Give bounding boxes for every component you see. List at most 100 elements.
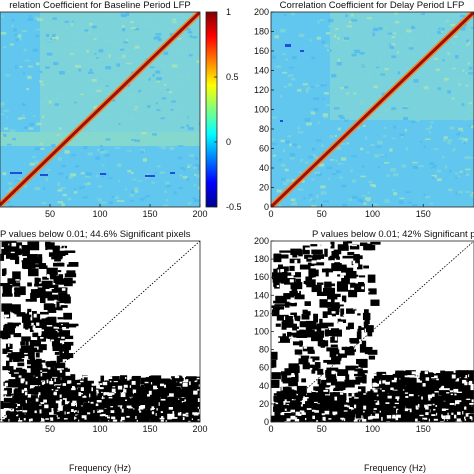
significant-region [400, 398, 410, 407]
heatmap-cell [291, 55, 297, 60]
heatmap-cell [384, 199, 390, 203]
heatmap-cell [161, 97, 167, 100]
y-tick-label: 40 [259, 381, 269, 391]
heatmap-cell [196, 136, 200, 138]
heatmap-cell [345, 44, 350, 48]
heatmap-cell [469, 194, 474, 198]
nonsignificant-speck [63, 246, 65, 250]
significant-region [295, 407, 308, 411]
significant-region [57, 376, 61, 382]
nonsignificant-speck [275, 337, 277, 341]
heatmap-cell [3, 110, 9, 112]
heatmap-cell [187, 127, 194, 131]
significant-region [4, 323, 16, 329]
significant-region [20, 345, 31, 354]
heatmap-cell [2, 46, 7, 48]
significant-region [466, 390, 474, 400]
significant-region [167, 421, 174, 422]
significant-region [329, 349, 340, 358]
nonsignificant-speck [323, 389, 329, 392]
nonsignificant-speck [471, 416, 473, 421]
significant-region [292, 249, 298, 258]
significant-region [367, 274, 376, 283]
heatmap-cell [78, 136, 84, 139]
significant-region [457, 371, 466, 378]
y-tick-label: 120 [254, 85, 269, 95]
heatmap-cell [44, 95, 49, 99]
significant-region [43, 303, 54, 310]
heatmap-cell [451, 149, 455, 152]
significant-region [118, 387, 128, 390]
significant-region [43, 322, 47, 328]
heatmap-cell [453, 147, 456, 151]
significant-region [101, 399, 112, 408]
significant-region [289, 365, 300, 374]
heatmap-cell [3, 127, 9, 130]
significant-region [271, 379, 280, 388]
nonsignificant-speck [349, 342, 351, 346]
nonsignificant-speck [39, 329, 45, 332]
heatmap-cell [34, 16, 40, 20]
significant-region [341, 410, 353, 415]
nonsignificant-speck [315, 311, 319, 314]
significant-region [276, 391, 280, 398]
heatmap-cell [130, 139, 136, 141]
heatmap-cell [460, 14, 466, 18]
heatmap-cell [322, 98, 325, 100]
heatmap-cell [165, 199, 169, 202]
y-tick-label: 180 [254, 254, 269, 264]
nonsignificant-speck [372, 387, 375, 391]
heatmap-cell [55, 36, 59, 40]
significant-region [435, 373, 442, 381]
significant-region [446, 390, 450, 399]
heatmap-cell [41, 201, 47, 205]
nonsignificant-speck [375, 402, 380, 405]
nonsignificant-speck [431, 377, 435, 379]
heatmap-cell [166, 184, 172, 188]
significant-region [30, 399, 36, 405]
heatmap-cell [271, 143, 278, 145]
significant-region [275, 323, 281, 327]
significant-region [177, 379, 182, 386]
heatmap-cell [459, 170, 463, 173]
significant-region [47, 369, 52, 377]
heatmap-cell [186, 124, 189, 128]
heatmap-cell [457, 132, 461, 135]
heatmap-cell [467, 62, 471, 65]
heatmap-cell [315, 139, 322, 142]
significant-region [34, 261, 43, 264]
significant-region [304, 301, 311, 306]
nonsignificant-speck [358, 320, 362, 325]
heatmap-cell [341, 157, 347, 161]
significant-region [12, 282, 21, 287]
heatmap-cell [453, 35, 458, 38]
negative-spot [145, 175, 155, 177]
heatmap-cell [192, 36, 198, 39]
heatmap-cell [425, 128, 431, 130]
heatmap-cell [316, 194, 319, 199]
nonsignificant-speck [54, 299, 57, 302]
nonsignificant-speck [78, 392, 82, 397]
significant-region [314, 390, 325, 400]
significant-region [294, 318, 301, 322]
significant-region [193, 400, 200, 405]
heatmap-cell [315, 156, 319, 160]
significant-region [271, 359, 277, 368]
heatmap-cell [381, 92, 386, 96]
heatmap-cell [290, 198, 296, 202]
y-tick-label: 60 [259, 144, 269, 154]
significant-region [66, 323, 79, 327]
significant-region [95, 404, 105, 410]
nonsignificant-speck [198, 409, 200, 413]
nonsignificant-speck [381, 390, 385, 392]
heatmap-cell [425, 34, 431, 37]
heatmap-cell [467, 72, 473, 75]
heatmap-cell [198, 122, 200, 126]
significant-region [307, 349, 315, 354]
significant-region [168, 396, 177, 401]
heatmap-cell [278, 159, 282, 161]
significant-region [309, 394, 317, 400]
nonsignificant-speck [421, 396, 423, 400]
heatmap-cell [134, 139, 140, 143]
significant-region [461, 390, 470, 394]
